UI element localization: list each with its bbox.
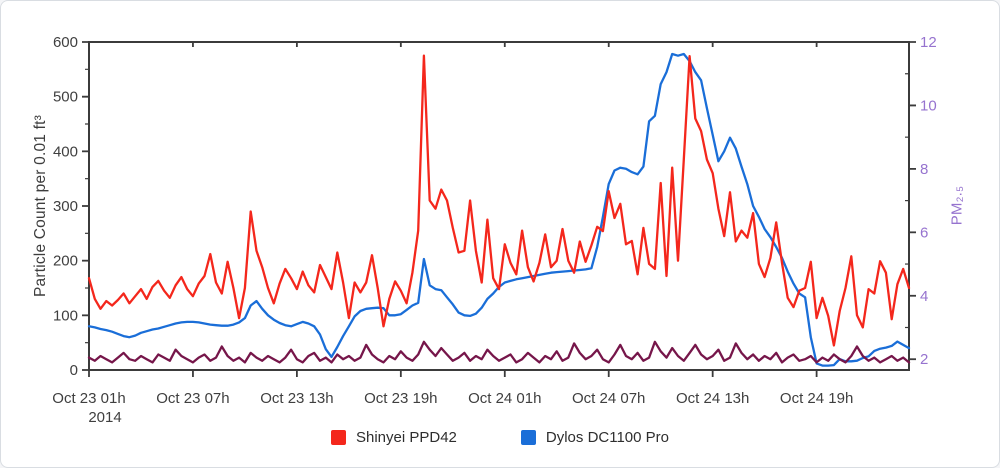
svg-text:Oct 24 07h: Oct 24 07h (572, 390, 645, 407)
svg-text:300: 300 (53, 198, 78, 215)
svg-text:10: 10 (920, 97, 937, 114)
left-axis-ticks: 0 100 200 300 400 500 600 (53, 34, 89, 379)
svg-text:Oct 23 19h: Oct 23 19h (364, 390, 437, 407)
svg-text:Oct 23 13h: Oct 23 13h (260, 390, 333, 407)
left-axis-title: Particle Count per 0.01 ft³ (32, 115, 49, 298)
legend: Shinyei PPD42 Dylos DC1100 Pro (1, 429, 999, 446)
svg-text:0: 0 (70, 362, 78, 379)
legend-swatch-dylos (520, 430, 536, 445)
svg-text:Oct 24 13h: Oct 24 13h (676, 390, 749, 407)
svg-text:400: 400 (53, 143, 78, 160)
legend-item-shinyei: Shinyei PPD42 (330, 429, 457, 446)
svg-text:Oct 24 01h: Oct 24 01h (468, 390, 541, 407)
legend-item-dylos: Dylos DC1100 Pro (520, 429, 669, 446)
svg-text:2014: 2014 (88, 409, 121, 425)
svg-text:2: 2 (920, 351, 928, 368)
svg-text:100: 100 (53, 307, 78, 324)
right-axis-ticks: 2 4 6 8 10 12 (905, 34, 937, 368)
svg-text:6: 6 (920, 224, 928, 241)
legend-swatch-shinyei (330, 430, 346, 445)
x-axis-ticks: Oct 23 01h 2014 Oct 23 07h Oct 23 13h Oct 23… (52, 42, 853, 426)
svg-text:600: 600 (53, 34, 78, 51)
series-line-shinyei-ppd42 (87, 54, 911, 347)
plot-frame (88, 41, 910, 371)
series-line-pm- (87, 340, 911, 364)
legend-label-shinyei: Shinyei PPD42 (355, 429, 457, 446)
legend-label-dylos: Dylos DC1100 Pro (545, 429, 669, 446)
series-line-dylos-dc1100-pro (87, 52, 911, 367)
svg-text:4: 4 (920, 288, 928, 305)
right-axis-title: PM₂.₅ (948, 185, 966, 226)
svg-text:Oct 23 01h: Oct 23 01h (52, 390, 125, 407)
svg-text:12: 12 (920, 34, 937, 51)
chart-canvas: 0 100 200 300 400 500 600 2 4 6 8 10 12 Oct 23 01h 201… (52, 34, 937, 426)
svg-text:200: 200 (53, 253, 78, 270)
svg-text:Oct 23 07h: Oct 23 07h (156, 390, 229, 407)
svg-text:8: 8 (920, 161, 928, 178)
svg-text:500: 500 (53, 89, 78, 106)
svg-text:Oct 24 19h: Oct 24 19h (780, 390, 853, 407)
